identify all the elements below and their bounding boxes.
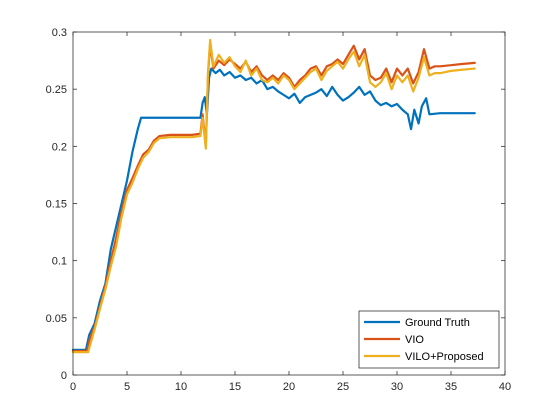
y-tick-label: 0.1 bbox=[52, 256, 67, 268]
x-tick-label: 35 bbox=[445, 381, 457, 393]
ticks-group: 0 5 10 15 20 25 30 35 40 0 0.05 0.1 0.15 0.2 0.25 0.3 bbox=[46, 27, 512, 393]
y-tick-label: 0.15 bbox=[46, 199, 67, 211]
y-tick-label: 0.25 bbox=[46, 84, 67, 96]
legend: Ground Truth VIO VILO+Proposed bbox=[358, 310, 500, 369]
x-tick-label: 30 bbox=[391, 381, 403, 393]
x-tick-label: 40 bbox=[499, 381, 511, 393]
y-tick-label: 0.3 bbox=[52, 27, 67, 39]
x-tick-label: 10 bbox=[175, 381, 187, 393]
x-tick-label: 15 bbox=[229, 381, 241, 393]
y-tick-label: 0.05 bbox=[46, 313, 67, 325]
y-tick-label: 0 bbox=[61, 370, 67, 382]
y-tick-label: 0.2 bbox=[52, 141, 67, 153]
x-tick-label: 5 bbox=[124, 381, 130, 393]
x-tick-label: 0 bbox=[70, 381, 76, 393]
x-tick-label: 25 bbox=[337, 381, 349, 393]
legend-label-2: VIO bbox=[405, 334, 424, 346]
series-group bbox=[71, 38, 476, 354]
series-line-1 bbox=[71, 67, 476, 351]
legend-label-3: VILO+Proposed bbox=[405, 351, 484, 363]
legend-label-1: Ground Truth bbox=[405, 317, 470, 329]
x-tick-label: 20 bbox=[283, 381, 295, 393]
series-line-2 bbox=[71, 42, 476, 353]
series-line-3 bbox=[71, 38, 476, 354]
